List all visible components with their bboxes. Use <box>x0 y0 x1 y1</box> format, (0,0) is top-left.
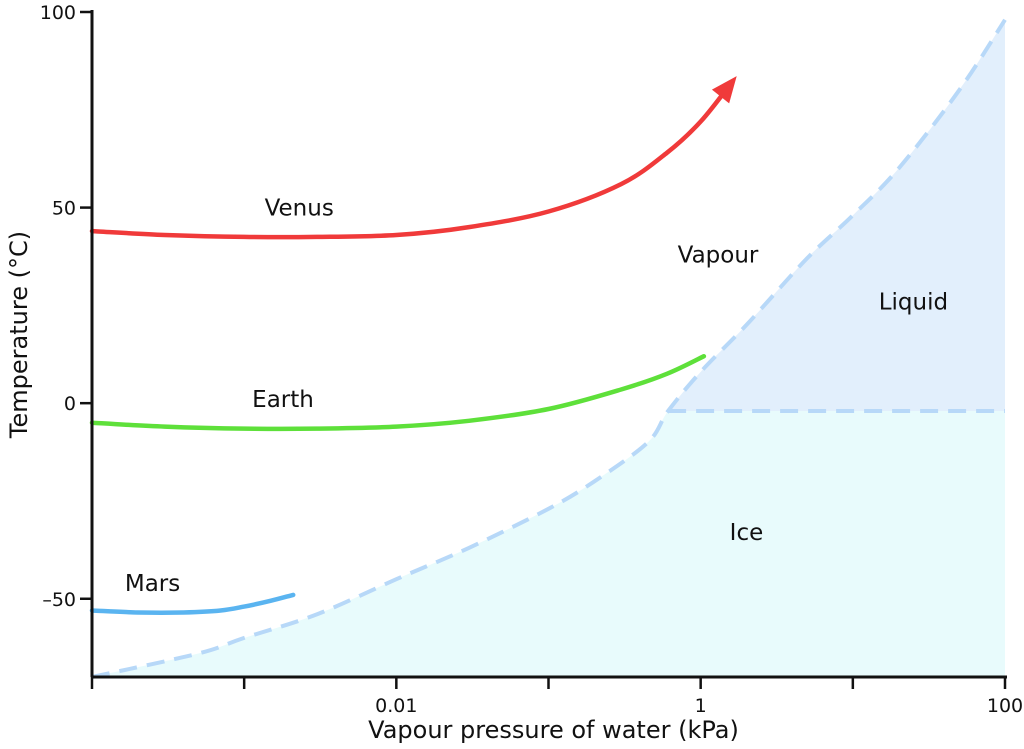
x-tick-label: 0.01 <box>375 695 417 717</box>
axes: 100 50 0 –50 0.01 1 100 <box>40 2 1023 717</box>
y-tick-label: –50 <box>42 589 76 611</box>
venus-label: Venus <box>265 195 334 221</box>
earth-line <box>89 353 707 432</box>
ice-region <box>92 411 1005 677</box>
series-labels: Venus Earth Mars <box>125 195 334 597</box>
ice-region-label: Ice <box>730 520 764 546</box>
x-tick-label: 100 <box>987 695 1023 717</box>
venus-arrowhead <box>711 76 737 104</box>
liquid-region <box>668 19 1005 411</box>
x-ticks: 0.01 1 100 <box>90 677 1023 717</box>
venus-line <box>89 80 734 240</box>
planet-series <box>89 76 737 615</box>
phase-boundaries <box>91 18 1007 679</box>
earth-label: Earth <box>252 387 314 413</box>
liquid-region-label: Liquid <box>879 289 948 315</box>
y-axis-title: Temperature (°C) <box>5 231 33 439</box>
sublimation-vaporisation-boundary <box>91 18 1007 679</box>
y-tick-label: 50 <box>52 198 76 220</box>
y-tick-label: 100 <box>40 2 76 24</box>
y-ticks: 100 50 0 –50 <box>40 2 92 611</box>
vapour-region-label: Vapour <box>678 242 759 268</box>
x-axis-title: Vapour pressure of water (kPa) <box>368 716 739 744</box>
plot-area-background <box>92 19 1005 677</box>
y-tick-label: 0 <box>64 393 76 415</box>
mars-line <box>89 592 296 615</box>
region-labels: Vapour Liquid Ice <box>678 242 948 546</box>
mars-label: Mars <box>125 571 180 597</box>
x-tick-label: 1 <box>695 695 707 717</box>
